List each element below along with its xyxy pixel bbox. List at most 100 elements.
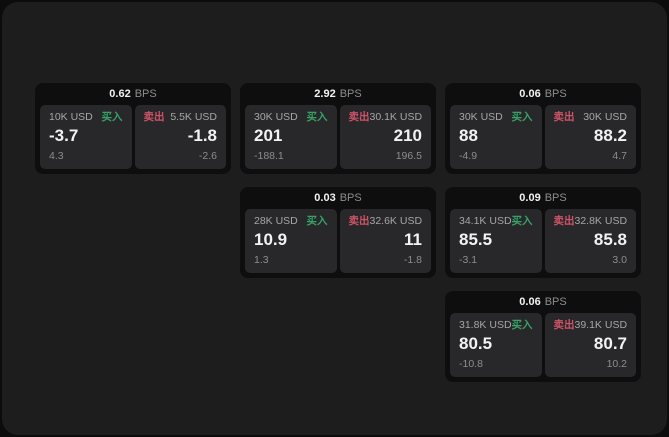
buy-delta: 1.3 xyxy=(254,254,269,267)
sell-quote-tile[interactable]: 卖出 30K USD 88.2 4.7 xyxy=(544,105,636,169)
sell-delta: 3.0 xyxy=(612,254,627,267)
spread-header: 0.06 BPS xyxy=(445,83,641,105)
buy-delta: -4.9 xyxy=(459,150,478,163)
buy-quote-tile[interactable]: 28K USD 买入 10.9 1.3 xyxy=(245,209,337,273)
sell-quote-tile[interactable]: 卖出 30.1K USD 210 196.5 xyxy=(339,105,431,169)
quote-card-body: 31.8K USD 买入 80.5 -10.8 卖出 39.1K USD 80.… xyxy=(445,313,641,377)
quote-card-body: 28K USD 买入 10.9 1.3 卖出 32.6K USD 11 -1.8 xyxy=(240,209,436,273)
sell-tile-header: 卖出 30.1K USD xyxy=(349,112,423,123)
spread-value: 0.06 xyxy=(519,87,541,100)
buy-notional: 30K USD xyxy=(254,111,298,123)
buy-side-label: 买入 xyxy=(306,215,328,227)
buy-price: 85.5 xyxy=(459,229,493,249)
buy-price: 88 xyxy=(459,125,478,145)
sell-notional: 39.1K USD xyxy=(574,319,628,331)
sell-delta: -2.6 xyxy=(198,150,217,163)
sell-side-label: 卖出 xyxy=(553,319,575,331)
buy-tile-header: 28K USD 买入 xyxy=(254,216,328,227)
buy-quote-tile[interactable]: 34.1K USD 买入 85.5 -3.1 xyxy=(450,209,542,273)
sell-delta: 4.7 xyxy=(612,150,627,163)
sell-tile-header: 卖出 32.6K USD xyxy=(349,216,423,227)
sell-price: -1.8 xyxy=(187,125,217,145)
buy-notional: 31.8K USD xyxy=(459,319,512,331)
quote-card: 0.62 BPS 10K USD 买入 -3.7 4.3 卖出 5.5K USD… xyxy=(35,83,231,174)
spread-value: 0.03 xyxy=(314,191,336,204)
quote-card: 0.03 BPS 28K USD 买入 10.9 1.3 卖出 32.6K US… xyxy=(240,187,436,278)
quote-card-body: 30K USD 买入 88 -4.9 卖出 30K USD 88.2 4.7 xyxy=(445,105,641,169)
quote-card-body: 30K USD 买入 201 -188.1 卖出 30.1K USD 210 1… xyxy=(240,105,436,169)
spread-value: 0.09 xyxy=(519,191,541,204)
spread-unit: BPS xyxy=(544,87,567,100)
buy-notional: 34.1K USD xyxy=(459,215,512,227)
buy-price: 10.9 xyxy=(254,229,288,249)
buy-side-label: 买入 xyxy=(101,111,123,123)
sell-tile-header: 卖出 5.5K USD xyxy=(144,112,218,123)
quote-card: 2.92 BPS 30K USD 买入 201 -188.1 卖出 30.1K … xyxy=(240,83,436,174)
buy-tile-header: 30K USD 买入 xyxy=(254,112,328,123)
spread-header: 2.92 BPS xyxy=(240,83,436,105)
sell-side-label: 卖出 xyxy=(553,111,575,123)
sell-tile-header: 卖出 39.1K USD xyxy=(554,320,628,331)
sell-price: 80.7 xyxy=(593,333,627,353)
sell-quote-tile[interactable]: 卖出 32.8K USD 85.8 3.0 xyxy=(544,209,636,273)
sell-side-label: 卖出 xyxy=(143,111,165,123)
buy-notional: 30K USD xyxy=(459,111,503,123)
sell-quote-tile[interactable]: 卖出 5.5K USD -1.8 -2.6 xyxy=(134,105,226,169)
sell-notional: 5.5K USD xyxy=(170,111,217,123)
sell-quote-tile[interactable]: 卖出 32.6K USD 11 -1.8 xyxy=(339,209,431,273)
buy-tile-header: 34.1K USD 买入 xyxy=(459,216,533,227)
quote-card: 0.06 BPS 30K USD 买入 88 -4.9 卖出 30K USD 8… xyxy=(445,83,641,174)
sell-side-label: 卖出 xyxy=(553,215,575,227)
spread-unit: BPS xyxy=(339,191,362,204)
buy-quote-tile[interactable]: 10K USD 买入 -3.7 4.3 xyxy=(40,105,132,169)
spread-unit: BPS xyxy=(134,87,157,100)
sell-notional: 32.6K USD xyxy=(369,215,423,227)
sell-quote-tile[interactable]: 卖出 39.1K USD 80.7 10.2 xyxy=(544,313,636,377)
quote-card: 0.09 BPS 34.1K USD 买入 85.5 -3.1 卖出 32.8K… xyxy=(445,187,641,278)
buy-notional: 10K USD xyxy=(49,111,93,123)
quote-card-body: 10K USD 买入 -3.7 4.3 卖出 5.5K USD -1.8 -2.… xyxy=(35,105,231,169)
buy-tile-header: 10K USD 买入 xyxy=(49,112,123,123)
sell-price: 11 xyxy=(404,229,422,249)
buy-delta: 4.3 xyxy=(49,150,64,163)
buy-side-label: 买入 xyxy=(306,111,328,123)
sell-price: 88.2 xyxy=(593,125,627,145)
sell-tile-header: 卖出 32.8K USD xyxy=(554,216,628,227)
sell-notional: 30K USD xyxy=(583,111,627,123)
sell-price: 85.8 xyxy=(593,229,627,249)
spread-value: 2.92 xyxy=(314,87,336,100)
buy-price: 80.5 xyxy=(459,333,493,353)
spread-header: 0.62 BPS xyxy=(35,83,231,105)
buy-side-label: 买入 xyxy=(511,319,533,331)
buy-quote-tile[interactable]: 31.8K USD 买入 80.5 -10.8 xyxy=(450,313,542,377)
spread-header: 0.03 BPS xyxy=(240,187,436,209)
buy-delta: -188.1 xyxy=(254,150,284,163)
spread-unit: BPS xyxy=(544,295,567,308)
quote-card: 0.06 BPS 31.8K USD 买入 80.5 -10.8 卖出 39.1… xyxy=(445,291,641,382)
sell-price: 210 xyxy=(393,125,422,145)
buy-quote-tile[interactable]: 30K USD 买入 88 -4.9 xyxy=(450,105,542,169)
buy-price: 201 xyxy=(254,125,283,145)
quote-card-body: 34.1K USD 买入 85.5 -3.1 卖出 32.8K USD 85.8… xyxy=(445,209,641,273)
sell-delta: 196.5 xyxy=(395,150,422,163)
buy-tile-header: 31.8K USD 买入 xyxy=(459,320,533,331)
buy-side-label: 买入 xyxy=(511,215,533,227)
buy-side-label: 买入 xyxy=(511,111,533,123)
sell-side-label: 卖出 xyxy=(348,215,370,227)
sell-notional: 30.1K USD xyxy=(369,111,423,123)
spread-value: 0.06 xyxy=(519,295,541,308)
spread-value: 0.62 xyxy=(109,87,131,100)
spread-header: 0.06 BPS xyxy=(445,291,641,313)
buy-price: -3.7 xyxy=(49,125,79,145)
spread-unit: BPS xyxy=(544,191,567,204)
buy-notional: 28K USD xyxy=(254,215,298,227)
buy-delta: -10.8 xyxy=(459,358,483,371)
buy-quote-tile[interactable]: 30K USD 买入 201 -188.1 xyxy=(245,105,337,169)
sell-delta: -1.8 xyxy=(403,254,422,267)
sell-notional: 32.8K USD xyxy=(574,215,628,227)
buy-delta: -3.1 xyxy=(459,254,478,267)
spread-unit: BPS xyxy=(339,87,362,100)
sell-delta: 10.2 xyxy=(606,358,627,371)
